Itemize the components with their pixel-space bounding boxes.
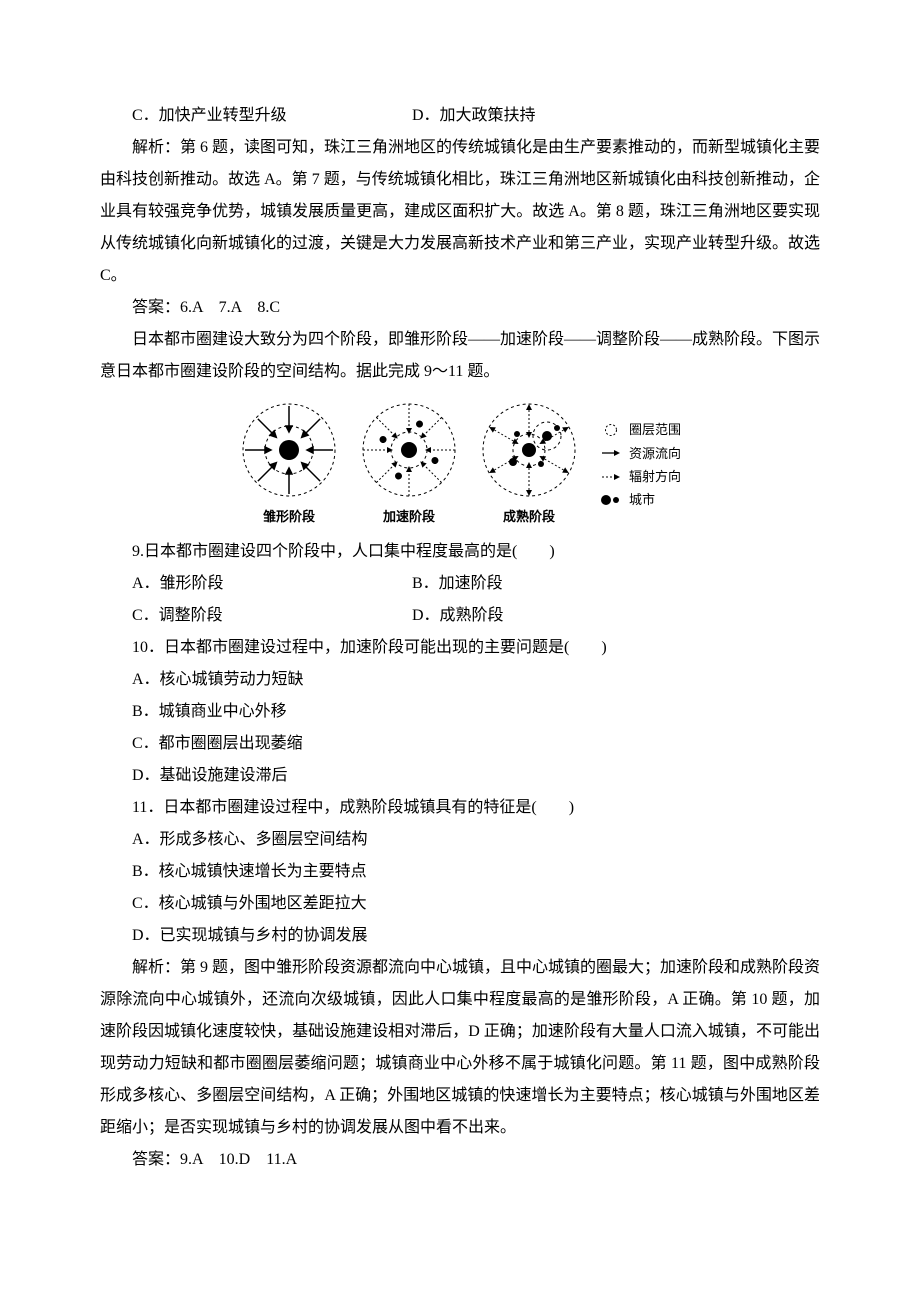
q11-a: A．形成多核心、多圈层空间结构 [100,824,820,856]
stage-2-label: 加速阶段 [383,504,435,530]
q11-b: B．核心城镇快速增长为主要特点 [100,856,820,888]
analysis-9-11: 解析：第 9 题，图中雏形阶段资源都流向中心城镇，且中心城镇的圈最大；加速阶段和… [100,952,820,1144]
stage-3-svg [479,400,579,500]
q8-option-d: D．加大政策扶持 [412,100,820,132]
stage-3: 成熟阶段 [479,400,579,530]
q9-b: B．加速阶段 [412,568,820,600]
q11-stem: 11．日本都市圈建设过程中，成熟阶段城镇具有的特征是( ) [100,792,820,824]
legend-city-icon [599,493,623,507]
q9-c: C．调整阶段 [132,600,412,632]
figure-legend: 圈层范围 资源流向 辐射方向 城市 [599,418,681,512]
q11-c: C．核心城镇与外围地区差距拉大 [100,888,820,920]
legend-resource-icon [599,446,623,460]
legend-radiation-icon [599,470,623,484]
intro-9-11: 日本都市圈建设大致分为四个阶段，即雏形阶段——加速阶段——调整阶段——成熟阶段。… [100,324,820,388]
legend-city-label: 城市 [629,488,655,511]
stage-1-label: 雏形阶段 [263,504,315,530]
stage-2-svg [359,400,459,500]
q9-d: D．成熟阶段 [412,600,820,632]
stage-1-svg [239,400,339,500]
metro-stages-figure: 雏形阶段 [100,400,820,530]
stage-1: 雏形阶段 [239,400,339,530]
q10-d: D．基础设施建设滞后 [100,760,820,792]
stage-2: 加速阶段 [359,400,459,530]
q9-a: A．雏形阶段 [132,568,412,600]
q10-c: C．都市圈圈层出现萎缩 [100,728,820,760]
legend-ring-icon [599,423,623,437]
answer-9-11: 答案：9.A 10.D 11.A [100,1144,820,1176]
q9-stem: 9.日本都市圈建设四个阶段中，人口集中程度最高的是( ) [100,536,820,568]
q8-option-c: C．加快产业转型升级 [132,100,412,132]
q9-row-cd: C．调整阶段 D．成熟阶段 [100,600,820,632]
q10-stem: 10．日本都市圈建设过程中，加速阶段可能出现的主要问题是( ) [100,632,820,664]
legend-resource-label: 资源流向 [629,442,681,465]
page: C．加快产业转型升级 D．加大政策扶持 解析：第 6 题，读图可知，珠江三角洲地… [70,0,850,1236]
legend-ring-label: 圈层范围 [629,418,681,441]
q9-row-ab: A．雏形阶段 B．加速阶段 [100,568,820,600]
legend-radiation-label: 辐射方向 [629,465,681,488]
analysis-6-8: 解析：第 6 题，读图可知，珠江三角洲地区的传统城镇化是由生产要素推动的，而新型… [100,132,820,292]
answer-6-8: 答案：6.A 7.A 8.C [100,292,820,324]
q10-a: A．核心城镇劳动力短缺 [100,664,820,696]
stage-3-label: 成熟阶段 [503,504,555,530]
q8-options-cd: C．加快产业转型升级 D．加大政策扶持 [100,100,820,132]
q10-b: B．城镇商业中心外移 [100,696,820,728]
q11-d: D．已实现城镇与乡村的协调发展 [100,920,820,952]
